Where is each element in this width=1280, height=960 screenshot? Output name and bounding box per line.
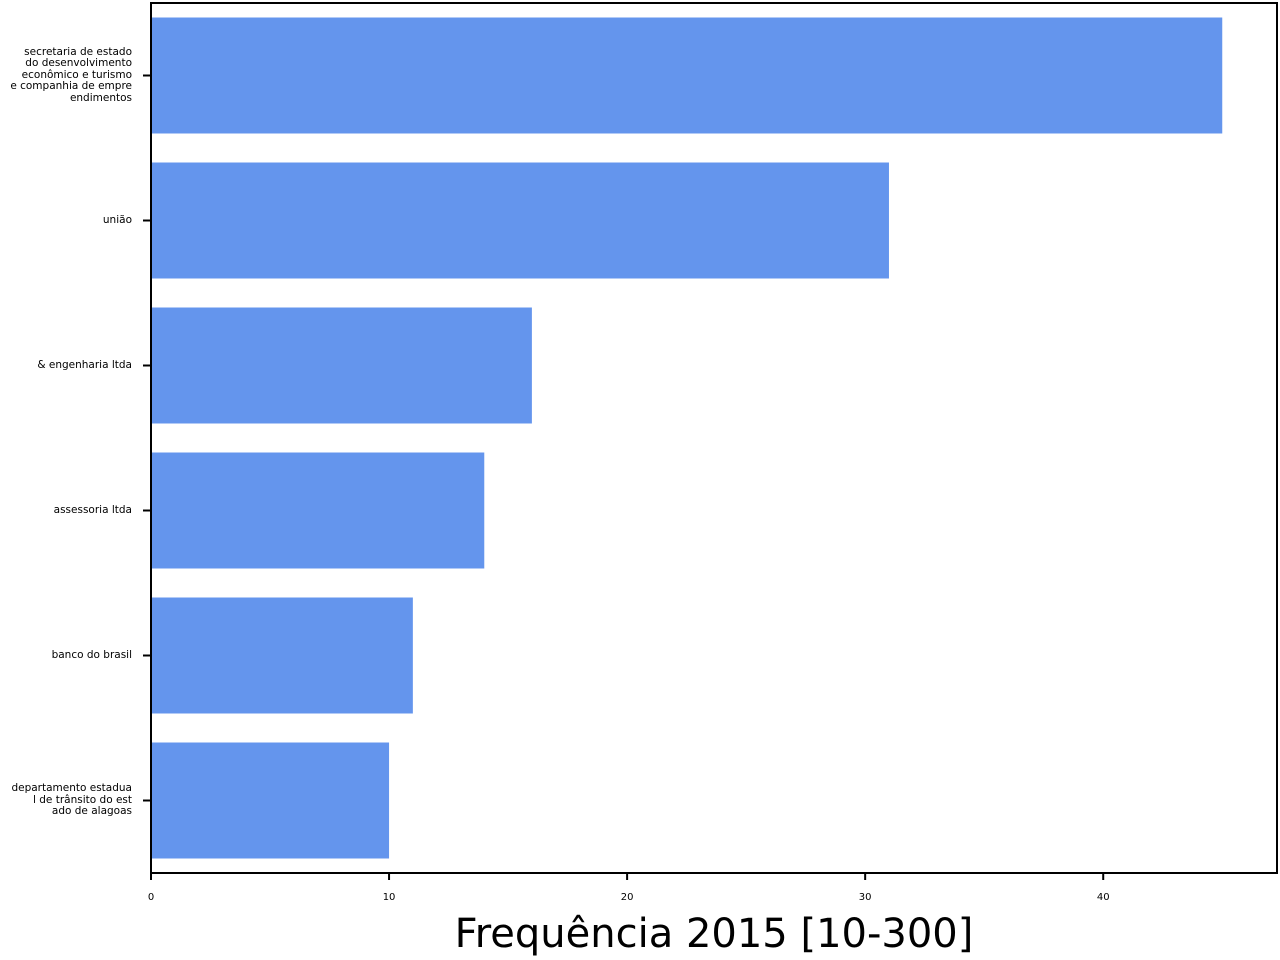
x-tick-label: 10	[383, 892, 396, 903]
bar	[151, 452, 485, 569]
x-ticks: 0 10 20 30 40	[148, 873, 1110, 903]
x-axis-title: Frequência 2015 [10-300]	[454, 911, 974, 957]
x-tick-label: 40	[1097, 892, 1110, 903]
x-tick-label: 0	[148, 892, 154, 903]
category-label: departamento estadua l de trânsito do es…	[11, 782, 132, 818]
category-label: assessoria ltda	[53, 503, 132, 516]
category-label: banco do brasil	[51, 648, 132, 661]
bars-group	[151, 17, 1223, 859]
bar	[151, 742, 390, 859]
bar	[151, 307, 532, 424]
bar	[151, 17, 1223, 134]
x-tick-label: 30	[859, 892, 872, 903]
category-label: & engenharia ltda	[37, 358, 132, 371]
bar	[151, 162, 889, 279]
x-tick-label: 20	[621, 892, 634, 903]
category-label: secretaria de estado do desenvolvimento …	[10, 45, 132, 104]
plot-frame	[150, 2, 1278, 874]
bar	[151, 597, 413, 714]
category-label: união	[102, 213, 132, 226]
y-ticks	[143, 74, 151, 802]
